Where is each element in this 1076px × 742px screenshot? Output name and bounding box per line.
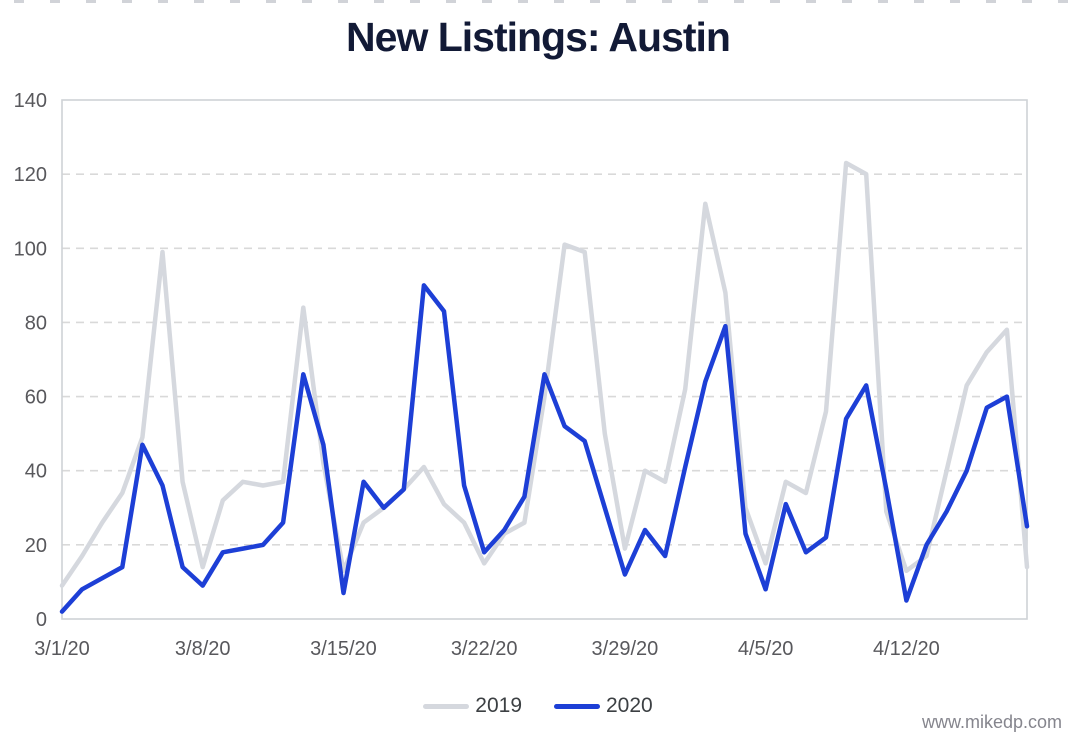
series-line-2019: [59, 160, 1030, 588]
y-tick-label-120: 120: [14, 164, 47, 186]
x-tick-label-3/1/20: 3/1/20: [34, 638, 90, 660]
x-tick-label-3/29/20: 3/29/20: [592, 638, 659, 660]
y-tick-label-60: 60: [25, 387, 47, 409]
legend-swatch-2020: [554, 703, 600, 709]
legend-swatch-2019: [423, 703, 470, 709]
chart-title: New Listings: Austin: [346, 14, 731, 60]
legend-item-2019: 2019: [423, 694, 522, 718]
y-tick-label-20: 20: [25, 535, 47, 557]
y-tick-label-0: 0: [36, 609, 47, 631]
y-tick-label-140: 140: [14, 90, 47, 112]
legend-label-2020: 2020: [606, 694, 653, 717]
top-edge-crop-marks: [0, 0, 1076, 3]
legend-label-2019: 2019: [475, 694, 522, 717]
x-tick-label-4/5/20: 4/5/20: [738, 638, 794, 660]
chart-legend: 2019 2020: [0, 694, 1076, 718]
y-tick-label-40: 40: [25, 461, 47, 483]
legend-item-2020: 2020: [554, 694, 653, 718]
plot-border: [61, 99, 1028, 620]
watermark-url: www.mikedp.com: [921, 712, 1062, 732]
y-tick-label-80: 80: [25, 312, 47, 334]
x-tick-label-3/15/20: 3/15/20: [310, 638, 377, 660]
series-line-2020: [59, 283, 1030, 614]
x-tick-label-3/22/20: 3/22/20: [451, 638, 518, 660]
x-tick-label-3/8/20: 3/8/20: [175, 638, 231, 660]
x-tick-label-4/12/20: 4/12/20: [873, 638, 940, 660]
y-tick-label-100: 100: [14, 238, 47, 260]
